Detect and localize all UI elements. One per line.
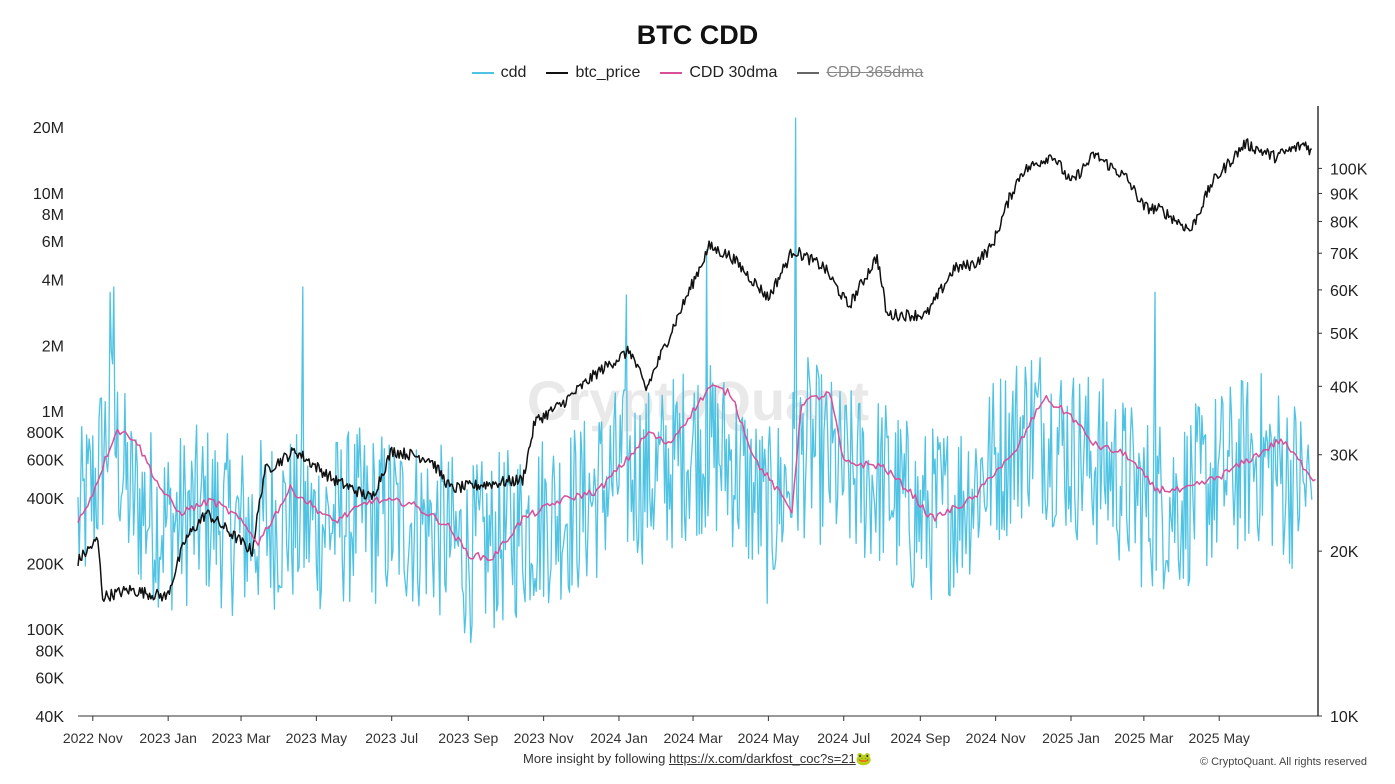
x-tick-label: 2023 Mar (211, 730, 270, 746)
y-left-tick-label: 4M (42, 273, 64, 290)
chart-title: BTC CDD (636, 20, 759, 50)
legend-label: CDD 30dma (689, 64, 778, 81)
y-left-tick-label: 200K (27, 557, 65, 574)
y-left-tick-label: 2M (42, 338, 64, 355)
copyright-text: © CryptoQuant. All rights reserved (1199, 756, 1367, 768)
x-tick-label: 2022 Nov (63, 730, 123, 746)
y-left-tick-label: 80K (36, 643, 65, 660)
legend-swatch (546, 72, 569, 74)
x-tick-label: 2024 Jul (817, 730, 870, 746)
y-left-tick-label: 8M (42, 207, 64, 224)
x-tick-label: 2025 Jan (1042, 730, 1100, 746)
legend-label: btc_price (575, 64, 641, 81)
series-line-cdd (77, 117, 1313, 644)
legend-item-btc-price[interactable]: btc_price (546, 64, 640, 82)
legend-label: cdd (500, 64, 527, 81)
footer-link[interactable]: https://x.com/darkfost_coc?s=21 (668, 751, 856, 766)
x-tick-label: 2023 May (286, 730, 347, 746)
x-tick-label: 2024 Nov (966, 730, 1026, 746)
footer: More insight by following https://x.com/… (0, 751, 1395, 767)
y-left-tick-label: 60K (36, 671, 65, 688)
legend-swatch (797, 72, 820, 74)
legend: cdd btc_price CDD 30dma CDD 365dma (0, 64, 1395, 82)
legend-label: CDD 365dma (826, 64, 924, 81)
y-left-tick-label: 6M (42, 234, 64, 251)
x-tick-label: 2024 Sep (890, 730, 950, 746)
y-left-tick-label: 10M (33, 186, 64, 203)
legend-swatch (471, 72, 494, 74)
series-line-btc-price (77, 138, 1312, 602)
footer-text: More insight by following (523, 751, 669, 766)
legend-item-cdd-365dma[interactable]: CDD 365dma (797, 64, 923, 82)
x-tick-label: 2023 Sep (438, 730, 498, 746)
x-tick-label: 2023 Jan (139, 730, 197, 746)
y-left-tick-label: 20M (33, 120, 64, 137)
x-tick-label: 2024 Jan (590, 730, 648, 746)
frog-icon: 🐸 (855, 751, 872, 766)
y-right-tick-label: 30K (1330, 448, 1359, 465)
y-right-tick-label: 80K (1330, 214, 1359, 231)
y-left-tick-label: 40K (36, 709, 65, 726)
y-left-tick-label: 1M (42, 404, 64, 421)
x-tick-label: 2024 May (738, 730, 799, 746)
x-tick-label: 2023 Nov (514, 730, 574, 746)
y-right-tick-label: 50K (1330, 326, 1359, 343)
y-left-tick-label: 600K (27, 452, 65, 469)
legend-item-cdd[interactable]: cdd (471, 64, 527, 82)
series-line-cdd-30dma (77, 384, 1316, 562)
x-tick-label: 2024 Mar (663, 730, 722, 746)
y-left-tick-label: 100K (27, 622, 65, 639)
y-right-tick-label: 40K (1330, 379, 1359, 396)
y-right-tick-label: 70K (1330, 246, 1359, 263)
y-left-tick-label: 400K (27, 491, 65, 508)
y-right-tick-label: 100K (1330, 161, 1368, 178)
x-tick-label: 2025 May (1188, 730, 1249, 746)
legend-swatch (660, 72, 683, 74)
y-left-tick-label: 800K (27, 425, 65, 442)
legend-item-cdd-30dma[interactable]: CDD 30dma (660, 64, 777, 82)
y-right-tick-label: 10K (1330, 709, 1359, 726)
y-right-tick-label: 60K (1330, 283, 1359, 300)
y-right-tick-label: 20K (1330, 544, 1359, 561)
y-right-tick-label: 90K (1330, 186, 1359, 203)
x-tick-label: 2023 Jul (365, 730, 418, 746)
x-tick-label: 2025 Mar (1114, 730, 1173, 746)
